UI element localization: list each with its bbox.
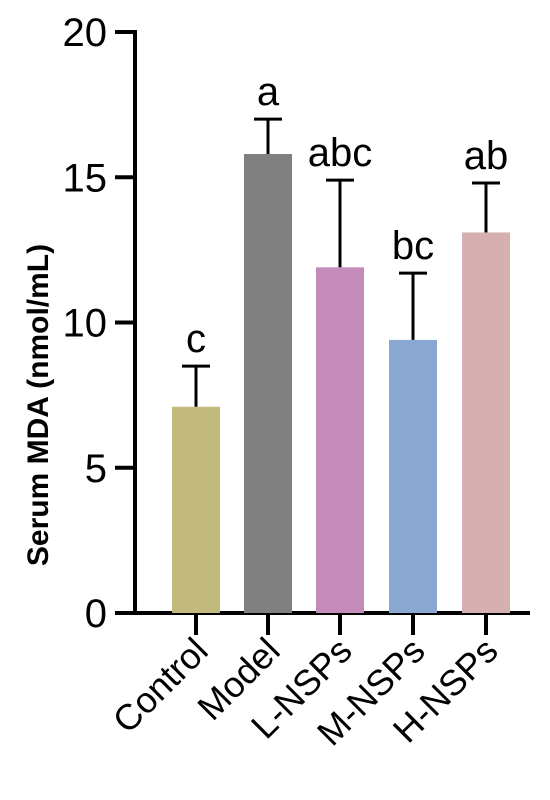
y-tick-label: 20 (63, 11, 108, 55)
y-axis-title: Serum MDA (nmol/mL) (22, 244, 55, 566)
significance-letter: ab (464, 134, 509, 178)
bar (172, 406, 220, 613)
y-tick-label: 0 (85, 592, 107, 636)
bar (462, 232, 510, 613)
y-tick-label: 15 (63, 156, 108, 200)
y-tick-label: 5 (85, 447, 107, 491)
error-bars (182, 117, 500, 407)
significance-letter: abc (308, 131, 373, 175)
y-ticks: 0 5 10 15 20 (63, 11, 135, 636)
y-axis: 0 5 10 15 20 (63, 11, 137, 636)
bar (244, 154, 292, 613)
significance-letter: bc (392, 224, 434, 268)
significance-letter: c (186, 317, 206, 361)
bars (172, 154, 510, 613)
significance-letter: a (257, 70, 280, 114)
y-tick-label: 10 (63, 302, 108, 346)
bar (389, 339, 437, 613)
x-tick-label: Control (105, 630, 216, 741)
bar (316, 267, 364, 613)
